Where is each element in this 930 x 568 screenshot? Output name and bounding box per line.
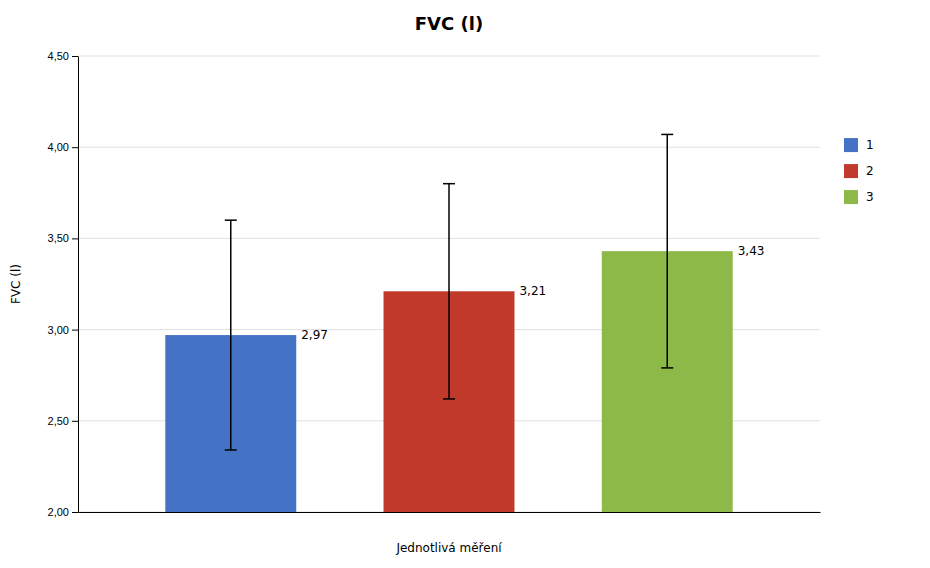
error-bar xyxy=(661,134,673,367)
y-tick-label: 3,00 xyxy=(48,324,69,336)
x-axis xyxy=(79,512,821,513)
error-bar xyxy=(443,184,455,399)
error-cap xyxy=(443,398,455,400)
data-labels: 2,97 3,21 3,43 xyxy=(301,244,764,342)
y-tick-label: 4,00 xyxy=(48,141,69,153)
error-cap xyxy=(225,449,237,451)
x-axis-line xyxy=(79,512,821,513)
legend: 1 2 3 xyxy=(844,138,874,205)
legend-item: 2 xyxy=(844,164,874,179)
legend-item: 3 xyxy=(844,190,874,205)
data-label: 2,97 xyxy=(301,328,328,342)
error-cap xyxy=(443,183,455,185)
y-tick-label: 4,50 xyxy=(48,50,69,62)
plot: 2,97 3,21 3,43 2,00 2,50 3,00 3,50 4,00 4,50 xyxy=(48,50,821,568)
error-line xyxy=(448,184,450,399)
y-tick-mark xyxy=(72,330,78,331)
grid-line xyxy=(78,56,820,57)
error-cap xyxy=(225,219,237,221)
chart: 2,97 3,21 3,43 2,00 2,50 3,00 3,50 4,00 4,50 FVC … xyxy=(0,0,930,568)
legend-item: 1 xyxy=(844,138,874,153)
y-axis-line xyxy=(78,57,79,513)
legend-swatch xyxy=(844,164,858,178)
grid-line xyxy=(78,147,820,148)
legend-label: 1 xyxy=(866,138,874,152)
x-axis-title: Jednotlivá měření xyxy=(395,541,502,555)
marks xyxy=(165,134,732,512)
error-bar xyxy=(225,220,237,450)
y-tick-mark xyxy=(72,56,78,57)
data-label: 3,43 xyxy=(738,244,765,258)
error-cap xyxy=(661,367,673,369)
y-tick-mark xyxy=(72,512,78,513)
y-tick-mark xyxy=(72,238,78,239)
legend-swatch xyxy=(844,190,858,204)
y-tick-mark xyxy=(72,147,78,148)
data-label: 3,21 xyxy=(519,284,546,298)
legend-label: 3 xyxy=(866,190,874,204)
y-tick: 4,00 xyxy=(48,141,78,153)
y-tick: 3,50 xyxy=(48,232,78,244)
legend-swatch xyxy=(844,138,858,152)
error-line xyxy=(230,220,232,450)
y-tick: 3,00 xyxy=(48,324,78,336)
error-line xyxy=(666,134,668,367)
y-tick-mark xyxy=(72,421,78,422)
y-tick-label: 2,50 xyxy=(48,415,69,427)
y-tick: 2,00 xyxy=(48,506,78,518)
y-tick: 2,50 xyxy=(48,415,78,427)
y-tick-label: 3,50 xyxy=(48,232,69,244)
y-axis: 2,00 2,50 3,00 3,50 4,00 4,50 xyxy=(48,50,79,518)
y-tick: 4,50 xyxy=(48,50,78,62)
error-cap xyxy=(661,134,673,136)
title: FVC (l) xyxy=(415,13,483,34)
y-axis-title: FVC (l) xyxy=(9,264,23,304)
y-tick-label: 2,00 xyxy=(48,506,69,518)
legend-label: 2 xyxy=(866,164,874,178)
